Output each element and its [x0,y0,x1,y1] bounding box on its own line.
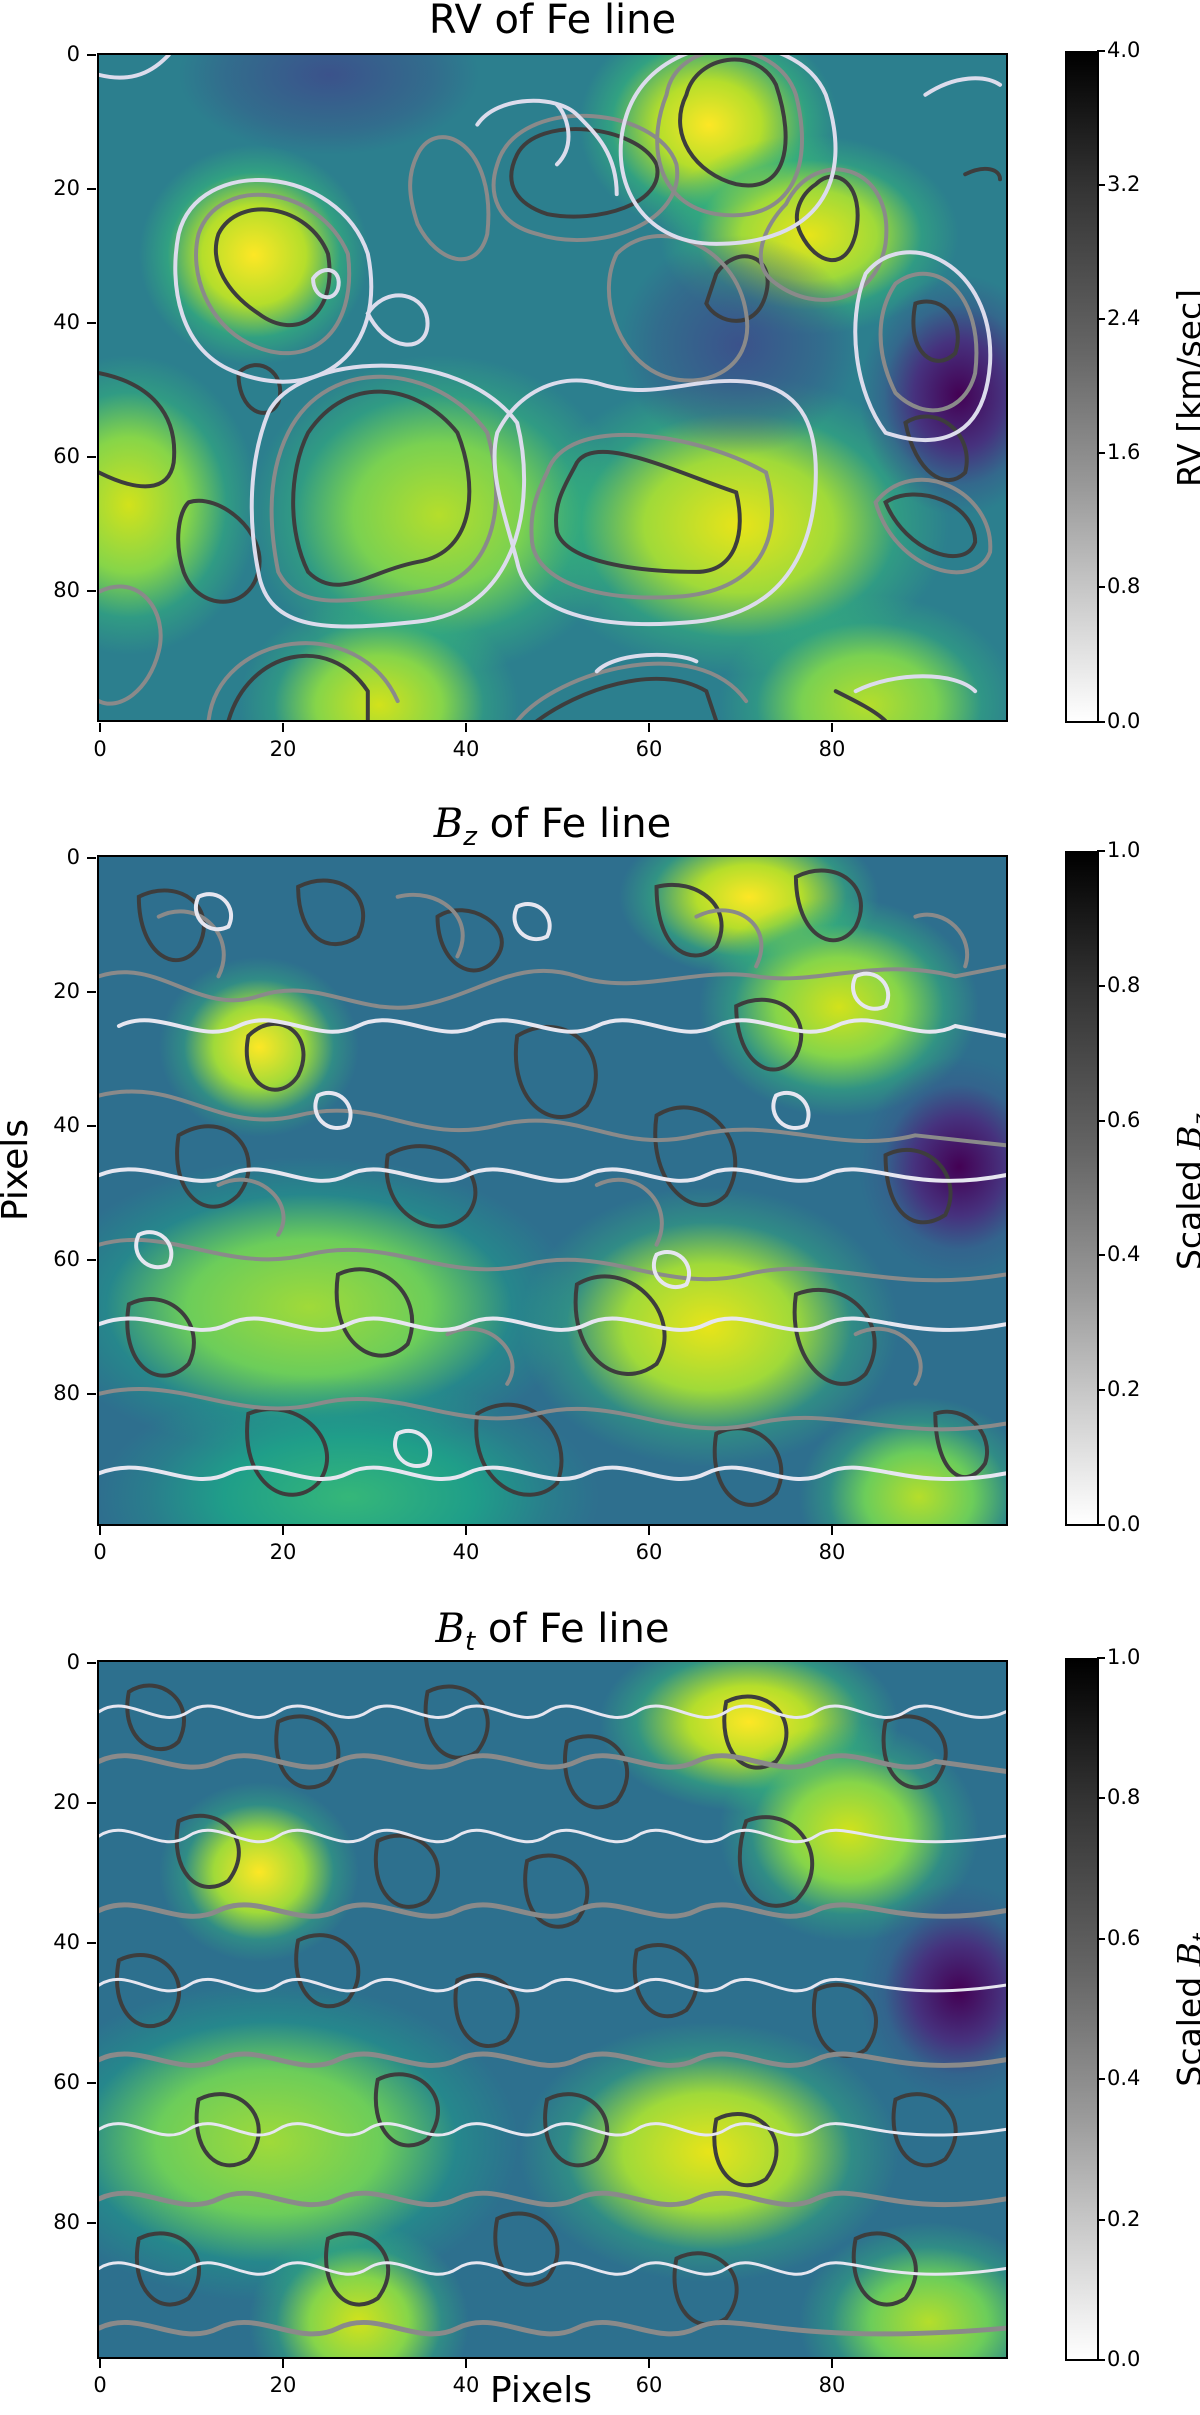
rv-heatmap [97,53,1008,722]
colorbar-tick: 0.4 [1096,2066,1141,2090]
x-tick: 60 [619,1526,679,1564]
colorbar-tick: 0.6 [1096,1108,1141,1132]
x-tick: 20 [253,2359,313,2397]
colorbar-tick: 0.0 [1096,1512,1141,1536]
y-tick: 60 [20,1247,96,1271]
heat-blob [619,235,859,455]
colorbar-label-text: Scaled [1170,1976,1200,2087]
x-tick: 20 [253,1526,313,1564]
rv-colorbar-label: RV [km/sec] [1170,289,1200,487]
title-suffix: of Fe line [481,0,677,43]
colorbar-tick: 0.4 [1096,1242,1141,1266]
colorbar-tick: 2.4 [1096,306,1141,330]
title-suffix: of Fe line [476,801,672,847]
y-tick: 80 [20,2210,96,2234]
y-tick: 60 [20,444,96,468]
y-tick: 40 [20,310,96,334]
colorbar-tick: 0.2 [1096,1377,1141,1401]
colorbar-tick: 0.0 [1096,709,1141,733]
colorbar-label-symbol: B [1170,1942,1200,1966]
title-subscript: z [463,822,477,852]
colorbar-tick: 4.0 [1096,38,1141,62]
colorbar-label-symbol: B [1170,1126,1200,1150]
colorbar-tick: 0.8 [1096,973,1141,997]
colorbar-tick: 0.8 [1096,574,1141,598]
heat-blob [519,2022,899,2282]
y-tick: 0 [20,42,96,66]
y-axis-label: Pixels [0,1118,36,1222]
x-tick: 80 [802,2359,862,2397]
y-tick: 40 [20,1930,96,1954]
x-tick: 0 [70,723,130,761]
title-symbol: B [433,801,464,847]
bt-contours [99,1683,1006,2337]
bz-contours [99,868,1006,1507]
heat-blob [859,1057,1006,1277]
x-tick: 40 [436,723,496,761]
y-tick: 60 [20,2070,96,2094]
title-subscript: t [464,1627,476,1657]
colorbar-tick: 1.6 [1096,440,1141,464]
colorbar-tick: 0.2 [1096,2207,1141,2231]
colorbar-label-text: Scaled [1170,1160,1200,1271]
x-tick: 60 [619,2359,679,2397]
title-symbol: B [435,1606,465,1652]
bz-colorbar [1065,851,1099,1526]
colorbar-label-subscript: t [1190,1933,1200,1942]
y-tick: 0 [20,1650,96,1674]
colorbar-label-subscript: z [1190,1114,1200,1126]
y-tick: 20 [20,176,96,200]
colorbar-tick: 3.2 [1096,172,1141,196]
bt-colorbar [1065,1658,1099,2361]
colorbar-tick: 1.0 [1096,1645,1141,1669]
title-text: RV [428,0,482,43]
x-tick: 40 [436,2359,496,2397]
heat-blob [159,1782,359,1962]
panel1-title: RV of Fe line [97,0,1008,44]
x-tick: 40 [436,1526,496,1564]
y-tick: 20 [20,979,96,1003]
bt-heatmap [97,1660,1008,2359]
x-axis-label: Pixels [490,2370,593,2411]
x-tick: 80 [802,1526,862,1564]
title-suffix: of Fe line [475,1606,670,1652]
rv-colorbar [1065,51,1099,723]
colorbar-tick: 0.0 [1096,2347,1141,2371]
y-tick: 80 [20,1381,96,1405]
y-tick: 80 [20,578,96,602]
x-tick: 20 [253,723,313,761]
x-tick: 0 [70,1526,130,1564]
x-tick: 80 [802,723,862,761]
colorbar-tick: 1.0 [1096,838,1141,862]
rv-contours [99,55,1003,720]
heat-blob [159,957,359,1137]
y-tick: 0 [20,845,96,869]
panel3-title: Bt of Fe line [97,1605,1008,1666]
bt-colorbar-label: Scaled Bt [1170,1900,1200,2120]
bz-heatmap [97,855,1008,1526]
panel2-title: Bz of Fe line [97,800,1008,861]
y-tick: 40 [20,1113,96,1137]
bz-colorbar-label: Scaled Bz [1170,1082,1200,1302]
x-tick: 0 [70,2359,130,2397]
colorbar-tick: 0.6 [1096,1926,1141,1950]
colorbar-tick: 0.8 [1096,1785,1141,1809]
x-tick: 60 [619,723,679,761]
y-tick: 20 [20,1790,96,1814]
